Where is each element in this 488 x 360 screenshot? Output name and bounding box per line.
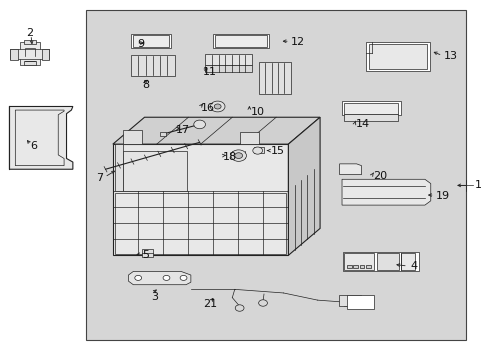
Circle shape: [180, 275, 186, 280]
Circle shape: [235, 305, 244, 311]
Polygon shape: [122, 151, 186, 191]
Circle shape: [214, 104, 221, 109]
Text: 9: 9: [137, 39, 144, 49]
Polygon shape: [113, 144, 288, 255]
Text: 11: 11: [203, 67, 217, 77]
Text: 7: 7: [96, 173, 103, 183]
Bar: [160, 132, 165, 136]
Polygon shape: [239, 132, 259, 144]
Bar: [346, 265, 351, 268]
Bar: [10, 49, 49, 59]
Bar: [368, 44, 427, 69]
Bar: [344, 114, 397, 121]
Text: 15: 15: [271, 146, 285, 156]
Bar: [338, 295, 360, 306]
Polygon shape: [339, 164, 361, 175]
Text: 19: 19: [435, 191, 449, 201]
Bar: [341, 101, 400, 116]
Text: 2: 2: [26, 28, 34, 38]
Circle shape: [193, 120, 205, 129]
Text: 14: 14: [355, 120, 369, 129]
Bar: [365, 265, 370, 268]
Bar: [142, 249, 153, 257]
Circle shape: [210, 101, 224, 112]
Bar: [86, 10, 466, 339]
Bar: [42, 49, 49, 59]
Bar: [10, 49, 18, 59]
Bar: [131, 55, 174, 76]
Bar: [205, 64, 251, 72]
Polygon shape: [288, 117, 320, 255]
Text: 21: 21: [203, 299, 217, 309]
Polygon shape: [113, 117, 320, 144]
Circle shape: [135, 275, 142, 280]
Bar: [400, 253, 414, 270]
Bar: [346, 295, 373, 309]
Bar: [23, 40, 36, 44]
Circle shape: [234, 153, 242, 158]
Polygon shape: [9, 107, 73, 169]
Bar: [366, 42, 429, 71]
Text: 16: 16: [200, 103, 214, 113]
Circle shape: [163, 275, 169, 280]
Bar: [344, 103, 397, 114]
Polygon shape: [128, 271, 190, 285]
Bar: [259, 62, 290, 94]
Bar: [214, 35, 266, 46]
Bar: [212, 34, 268, 48]
Polygon shape: [341, 179, 430, 205]
Bar: [133, 35, 169, 46]
Text: 6: 6: [30, 141, 37, 151]
Text: 18: 18: [223, 152, 237, 162]
Text: 17: 17: [176, 125, 190, 135]
Text: 10: 10: [250, 107, 264, 117]
Polygon shape: [122, 130, 142, 144]
Text: 20: 20: [372, 171, 386, 181]
Circle shape: [252, 147, 262, 154]
Bar: [253, 147, 264, 153]
Bar: [352, 265, 357, 268]
Bar: [205, 54, 251, 65]
Bar: [342, 252, 418, 271]
Text: 3: 3: [150, 292, 158, 302]
Text: 8: 8: [142, 80, 149, 90]
Text: 12: 12: [290, 37, 305, 47]
Bar: [376, 253, 398, 270]
Bar: [23, 61, 36, 65]
Bar: [20, 42, 40, 65]
Bar: [359, 265, 364, 268]
Bar: [131, 34, 171, 48]
Bar: [344, 253, 373, 270]
Text: 1: 1: [474, 180, 481, 190]
Polygon shape: [115, 144, 122, 191]
Text: 4: 4: [409, 261, 417, 271]
Circle shape: [230, 150, 246, 161]
Circle shape: [258, 300, 267, 306]
Bar: [115, 193, 285, 253]
Text: 13: 13: [443, 51, 456, 61]
Text: 5: 5: [142, 250, 149, 260]
